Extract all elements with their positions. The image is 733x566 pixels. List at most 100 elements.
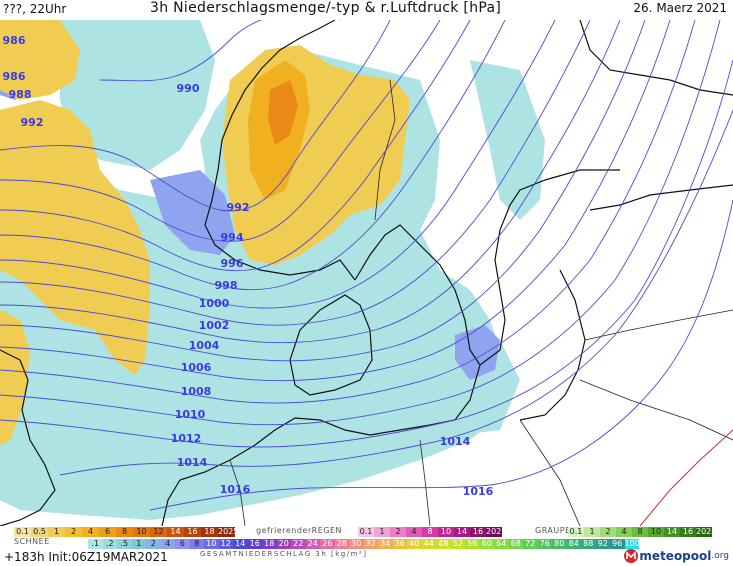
total-scale-swatch: 44: [421, 539, 436, 549]
graupel-scale-swatch: 10: [648, 527, 664, 537]
graupel-scale: 0.112481014162025+: [568, 527, 712, 537]
freezing-scale-swatch: 4: [406, 527, 422, 537]
isobar-label: 1016: [220, 483, 251, 496]
rain-area-moderate-east: [455, 325, 500, 380]
isobar-layer: 986 986 988 990 992 992 994 996 998 1000 1002 1004 1…: [0, 20, 733, 511]
total-scale-swatch: 8: [189, 539, 204, 549]
isobar-label: 1016: [463, 485, 494, 498]
freezing-scale-swatch: 10: [438, 527, 454, 537]
map-title: 3h Niederschlagsmenge/-typ & r.Luftdruck…: [150, 0, 502, 16]
total-scale-swatch: 28: [334, 539, 349, 549]
isobar-label: 1012: [171, 432, 202, 445]
rain-area-bay: [430, 340, 520, 435]
isobar-line-996: [0, 20, 506, 291]
isobar-line-998: [0, 20, 556, 309]
coast-sweden: [354, 169, 620, 366]
border-se-no: [374, 79, 396, 221]
isobar-line-1008: [0, 20, 696, 404]
isobar-label: 990: [177, 82, 200, 95]
isobar-line-994: [0, 20, 471, 272]
graupel-scale-swatch: 2: [600, 527, 616, 537]
snow-scale-swatch: 8: [116, 527, 133, 537]
total-scale-swatch: 92: [595, 539, 610, 549]
total-scale-swatch: 30: [349, 539, 364, 549]
total-scale-swatch: 64: [494, 539, 509, 549]
total-scale-swatch: 88: [581, 539, 596, 549]
snow-scale-swatch: 18: [201, 527, 218, 537]
logo-text: meteopool: [639, 549, 712, 563]
total-scale-swatch: 6: [175, 539, 190, 549]
coast-britain: [0, 349, 56, 526]
total-scale-swatch: .5: [117, 539, 132, 549]
total-scale-swatch: 1: [131, 539, 146, 549]
border-germany-poland: [419, 439, 431, 526]
borders: [229, 79, 733, 526]
total-scale-caption: GESAMTNIEDERSCHLAG 3h [kg/m²]: [200, 550, 368, 558]
snow-scale-swatch: 10: [133, 527, 150, 537]
isobar-line-1012: [0, 59, 733, 448]
isobar-label: 1006: [181, 361, 212, 374]
run-info: +183h Init:06Z19MAR2021: [4, 550, 168, 564]
isobar-label: 992: [227, 201, 250, 214]
snow-scale: 0.10.51246810121416182025+: [14, 527, 235, 537]
front-line: [639, 429, 733, 526]
freezing-scale-swatch: 0.1: [358, 527, 374, 537]
total-scale-swatch: 40: [407, 539, 422, 549]
graupel-scale-swatch: 0.1: [568, 527, 584, 537]
snow-scale-swatch: 6: [99, 527, 116, 537]
rain-area-north: [60, 20, 215, 170]
total-scale-swatch: .2: [102, 539, 117, 549]
isobar-line-1014: [59, 109, 733, 476]
total-scale-swatch: 48: [436, 539, 451, 549]
total-scale-swatch: 2: [146, 539, 161, 549]
header: ???, 22Uhr 3h Niederschlagsmenge/-typ & …: [0, 0, 733, 20]
coastlines: [0, 20, 733, 526]
coast-latvia: [519, 269, 586, 421]
total-scale-swatch: 10: [204, 539, 219, 549]
isobar-label: 1008: [181, 385, 212, 398]
total-scale-swatch: 14: [233, 539, 248, 549]
total-scale-swatch: 24: [305, 539, 320, 549]
coast-estonia: [589, 184, 733, 211]
logo-tld: .org: [711, 551, 729, 561]
graupel-scale-swatch: 2025+: [696, 527, 712, 537]
isobar-label: 992: [21, 116, 44, 129]
total-precipitation-scale: .1.2.5 1 2 4 6 8 10 12 14 16 18 20 22 24 26 28 30 32 34 36 4…: [88, 539, 639, 549]
border-baltic-states: [584, 309, 733, 341]
total-scale-swatch: 84: [566, 539, 581, 549]
coast-norway: [204, 20, 336, 226]
total-scale-swatch: 96: [610, 539, 625, 549]
total-scale-swatch: 100: [624, 539, 639, 549]
graupel-scale-swatch: 8: [632, 527, 648, 537]
total-scale-swatch: 26: [320, 539, 335, 549]
isobar-label: 998: [215, 279, 238, 292]
coast-denmark: [289, 294, 373, 396]
isobar-line-1010: [0, 20, 721, 426]
freezing-scale-swatch: 1: [374, 527, 390, 537]
isobar-label: 994: [221, 231, 244, 244]
isobar-label: 1004: [189, 339, 220, 352]
snow-area-sw: [0, 310, 30, 445]
isobar-line-1000: [0, 20, 591, 326]
meteopool-logo: meteopool .org: [623, 548, 729, 564]
freezing-rain-scale-label: gefrierenderREGEN: [256, 526, 342, 535]
snow-scale-swatch: 14: [167, 527, 184, 537]
isobar-label: 1010: [175, 408, 206, 421]
snow-area-norway-peak: [268, 80, 298, 145]
coast-netherlands: [161, 479, 181, 526]
total-scale-swatch: 18: [262, 539, 277, 549]
isobar-line-992: [0, 20, 441, 242]
border-poland: [519, 419, 581, 526]
legend-footer: 0.10.51246810121416182025+ SCHNEE gefrie…: [0, 526, 733, 566]
total-scale-swatch: 60: [479, 539, 494, 549]
snow-scale-swatch: 0.1: [14, 527, 31, 537]
total-scale-swatch: 32: [363, 539, 378, 549]
graupel-scale-swatch: 1: [584, 527, 600, 537]
snow-area-west: [0, 100, 150, 375]
graupel-scale-swatch: 4: [616, 527, 632, 537]
valid-date-label: 26. Maerz 2021: [633, 1, 727, 15]
border-germany-nl: [229, 459, 246, 526]
isobar-label: 996: [221, 257, 244, 270]
snow-scale-label: SCHNEE: [14, 537, 50, 546]
total-scale-swatch: 12: [218, 539, 233, 549]
